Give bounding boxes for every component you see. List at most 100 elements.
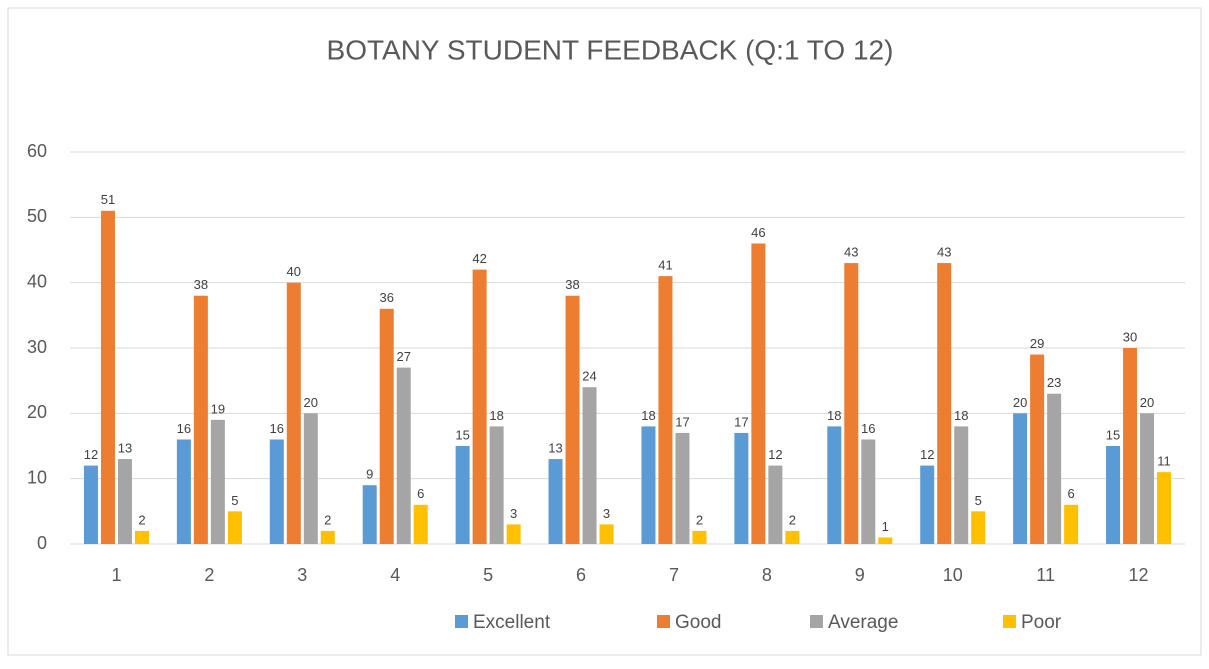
x-tick-label: 8 — [762, 565, 772, 585]
bar — [506, 524, 521, 544]
data-label: 23 — [1047, 375, 1061, 390]
x-tick-label: 9 — [855, 565, 865, 585]
bar — [1140, 413, 1155, 544]
x-tick-label: 3 — [297, 565, 307, 585]
data-label: 27 — [396, 349, 410, 364]
legend-label: Excellent — [473, 612, 551, 633]
bar — [1047, 393, 1062, 544]
data-label: 43 — [844, 245, 858, 260]
legend-swatch — [810, 615, 823, 628]
x-tick-label: 10 — [943, 565, 963, 585]
data-label: 16 — [177, 421, 191, 436]
data-label: 24 — [582, 369, 596, 384]
bar — [548, 459, 563, 544]
bar — [455, 446, 470, 544]
y-tick-label: 0 — [37, 533, 47, 553]
bar — [658, 276, 673, 544]
data-label: 5 — [231, 493, 238, 508]
bar — [489, 426, 504, 544]
data-label: 20 — [304, 395, 318, 410]
data-label: 12 — [84, 447, 98, 462]
legend-swatch — [657, 615, 670, 628]
bar — [565, 295, 580, 544]
bar — [269, 439, 284, 544]
data-label: 2 — [324, 512, 331, 527]
data-label: 18 — [827, 408, 841, 423]
data-label: 15 — [1106, 427, 1120, 442]
bar — [937, 263, 952, 544]
data-label: 16 — [270, 421, 284, 436]
chart-border — [7, 7, 1202, 656]
bar — [1064, 504, 1079, 544]
data-label: 3 — [510, 506, 517, 521]
bar — [227, 511, 242, 544]
legend-swatch — [455, 615, 468, 628]
data-label: 41 — [658, 258, 672, 273]
bar — [396, 367, 411, 544]
data-label: 40 — [287, 264, 301, 279]
bar — [954, 426, 969, 544]
bar — [193, 295, 208, 544]
x-tick-label: 4 — [390, 565, 400, 585]
bar — [83, 465, 98, 544]
data-label: 29 — [1030, 336, 1044, 351]
bar — [785, 530, 800, 544]
data-label: 11 — [1157, 454, 1171, 469]
data-label: 17 — [675, 414, 689, 429]
bar — [734, 432, 749, 544]
data-label: 18 — [489, 408, 503, 423]
data-label: 51 — [101, 192, 115, 207]
bar — [379, 308, 394, 544]
data-label: 36 — [379, 290, 393, 305]
x-tick-label: 11 — [1036, 565, 1055, 585]
bar — [320, 530, 335, 544]
bar — [303, 413, 318, 544]
y-tick-label: 40 — [27, 271, 47, 291]
data-label: 2 — [138, 512, 145, 527]
data-label: 2 — [789, 512, 796, 527]
data-label: 17 — [734, 414, 748, 429]
legend-swatch — [1003, 615, 1016, 628]
y-tick-label: 10 — [27, 467, 47, 487]
y-tick-label: 50 — [27, 206, 47, 226]
legend-label: Good — [675, 612, 721, 633]
data-label: 20 — [1140, 395, 1154, 410]
data-label: 30 — [1123, 329, 1137, 344]
bar — [599, 524, 614, 544]
legend-label: Poor — [1021, 612, 1062, 633]
data-label: 12 — [920, 447, 934, 462]
data-label: 5 — [975, 493, 982, 508]
bar — [472, 269, 487, 544]
bar — [413, 504, 428, 544]
x-tick-label: 6 — [576, 565, 586, 585]
data-label: 18 — [954, 408, 968, 423]
data-label: 46 — [751, 225, 765, 240]
bar — [134, 530, 149, 544]
x-tick-label: 2 — [204, 565, 214, 585]
data-label: 43 — [937, 245, 951, 260]
chart-title: BOTANY STUDENT FEEDBACK (Q:1 TO 12) — [327, 34, 894, 65]
bar — [878, 537, 893, 544]
bar — [1123, 348, 1138, 544]
x-tick-label: 1 — [111, 565, 121, 585]
bar — [641, 426, 656, 544]
bar — [117, 459, 132, 544]
data-label: 15 — [455, 427, 469, 442]
bar — [362, 485, 377, 544]
data-label: 13 — [548, 441, 562, 456]
bar — [768, 465, 783, 544]
bar — [582, 387, 597, 544]
data-label: 18 — [641, 408, 655, 423]
bar — [100, 210, 115, 545]
data-label: 12 — [768, 447, 782, 462]
bar — [286, 282, 301, 544]
bar — [1030, 354, 1045, 544]
data-label: 16 — [861, 421, 875, 436]
bar — [675, 432, 690, 544]
data-label: 9 — [366, 467, 373, 482]
data-label: 38 — [194, 277, 208, 292]
legend-label: Average — [828, 612, 898, 633]
data-label: 38 — [565, 277, 579, 292]
bar — [844, 263, 859, 544]
